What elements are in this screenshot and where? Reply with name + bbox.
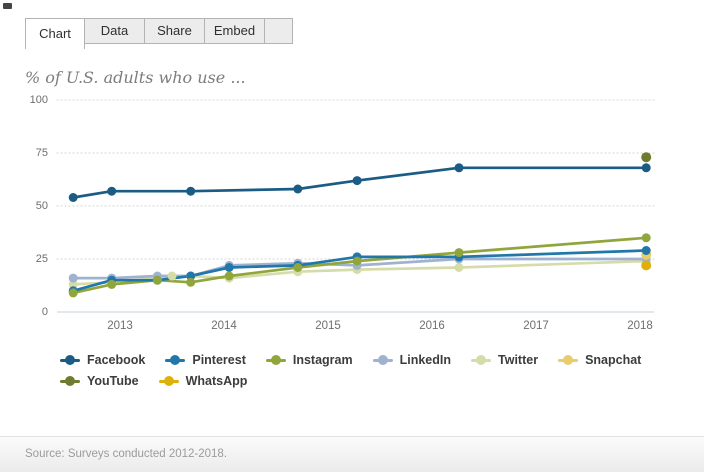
data-point-pinterest — [224, 263, 234, 272]
tab-data[interactable]: Data — [85, 18, 145, 44]
y-axis-label: 25 — [35, 253, 48, 265]
tab-share[interactable]: Share — [145, 18, 205, 44]
legend-label: Pinterest — [192, 353, 246, 367]
legend-marker-icon — [265, 354, 286, 366]
legend-marker-icon — [165, 354, 186, 366]
legend-label: LinkedIn — [399, 353, 452, 367]
legend-item-pinterest: Pinterest — [165, 350, 246, 370]
x-axis-label: 2018 — [627, 320, 653, 332]
y-axis-label: 50 — [35, 200, 48, 212]
data-point-instagram — [186, 277, 196, 287]
source-footer: Source: Surveys conducted 2012-2018. — [0, 436, 704, 472]
screenshot-artifact — [3, 3, 12, 9]
data-point-youtube — [641, 152, 652, 163]
data-point-facebook — [186, 186, 196, 196]
legend-item-twitter: Twitter — [471, 350, 538, 370]
tab-chart[interactable]: Chart — [25, 18, 85, 49]
data-point-facebook — [641, 163, 651, 173]
x-axis-label: 2015 — [315, 320, 341, 332]
data-point-facebook — [293, 184, 303, 194]
y-axis-label: 0 — [41, 306, 48, 318]
data-point-facebook — [107, 186, 117, 196]
legend-item-whatsapp: WhatsApp — [158, 371, 248, 391]
data-point-pinterest — [186, 271, 196, 281]
data-point-whatsapp — [641, 260, 652, 271]
tab-bar-filler — [265, 18, 293, 44]
legend-item-youtube: YouTube — [60, 371, 139, 391]
data-point-instagram — [224, 271, 234, 281]
x-axis-label: 2017 — [523, 320, 549, 332]
data-point-facebook — [454, 163, 464, 173]
tab-embed[interactable]: Embed — [205, 18, 265, 44]
data-point-instagram — [293, 263, 303, 272]
legend-label: WhatsApp — [185, 374, 248, 388]
legend-item-snapchat: Snapchat — [558, 350, 641, 370]
legend-marker-icon — [558, 354, 579, 366]
page-title: % of U.S. adults who use ... — [25, 68, 246, 87]
legend-label: Snapchat — [585, 353, 642, 367]
data-point-instagram — [68, 288, 78, 298]
legend-item-instagram: Instagram — [265, 350, 353, 370]
y-axis-label: 75 — [35, 147, 48, 159]
x-axis-label: 2013 — [107, 320, 133, 332]
data-point-linkedin — [68, 273, 78, 283]
legend-item-linkedin: LinkedIn — [372, 350, 452, 370]
legend-label: Facebook — [87, 353, 146, 367]
legend-label: YouTube — [87, 374, 139, 388]
data-point-instagram — [454, 248, 464, 258]
data-point-instagram — [107, 279, 117, 289]
legend-marker-icon — [372, 354, 393, 366]
source-text: Source: Surveys conducted 2012-2018. — [25, 448, 228, 460]
data-point-twitter — [68, 279, 78, 289]
data-point-instagram — [352, 256, 362, 266]
legend-marker-icon — [60, 375, 80, 387]
data-point-twitter — [454, 263, 464, 272]
data-point-facebook — [68, 193, 78, 202]
x-axis-label: 2016 — [419, 320, 445, 332]
data-point-facebook — [352, 176, 362, 186]
legend-label: Instagram — [292, 353, 353, 367]
legend-marker-icon — [158, 375, 179, 387]
data-point-twitter — [167, 271, 177, 281]
legend-item-facebook: Facebook — [60, 350, 145, 370]
chart-legend: Facebook Pinterest Instagram LinkedIn Twitte… — [60, 350, 700, 391]
legend-marker-icon — [471, 354, 492, 366]
legend-label: Twitter — [498, 353, 539, 367]
y-axis-label: 100 — [29, 94, 48, 106]
data-point-pinterest — [641, 246, 651, 255]
tab-bar: Chart Data Share Embed — [25, 18, 293, 49]
legend-marker-icon — [60, 354, 80, 366]
data-point-instagram — [152, 275, 162, 285]
x-axis-label: 2014 — [211, 320, 237, 332]
data-point-instagram — [641, 233, 651, 243]
